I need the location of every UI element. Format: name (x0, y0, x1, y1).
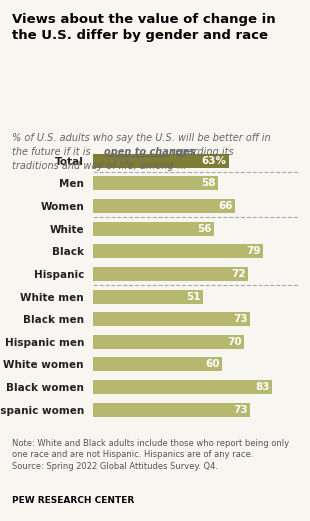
Bar (93, 267, 248, 281)
Text: Note: White and Black adults include those who report being only
one race and ar: Note: White and Black adults include tho… (12, 439, 290, 470)
Bar (93, 290, 203, 304)
Bar (93, 403, 250, 417)
Bar (93, 335, 244, 349)
Text: 73: 73 (233, 405, 248, 415)
Text: 73: 73 (233, 314, 248, 324)
Text: 83: 83 (255, 382, 270, 392)
Bar (93, 221, 214, 235)
Text: 60: 60 (206, 359, 220, 369)
Text: the future if it is: the future if it is (12, 147, 94, 157)
Bar (93, 380, 272, 394)
Bar (93, 154, 229, 168)
Text: 72: 72 (231, 269, 246, 279)
Text: 56: 56 (197, 224, 211, 234)
Text: % of U.S. adults who say the U.S. will be better off in: % of U.S. adults who say the U.S. will b… (12, 133, 271, 143)
Bar (93, 357, 222, 371)
Text: PEW RESEARCH CENTER: PEW RESEARCH CENTER (12, 496, 135, 505)
Text: traditions and way of life, among ...: traditions and way of life, among ... (12, 161, 187, 171)
Text: 63%: 63% (202, 156, 227, 166)
Bar (93, 177, 218, 191)
Text: 70: 70 (227, 337, 241, 347)
Text: 66: 66 (219, 201, 233, 211)
Text: 58: 58 (201, 179, 216, 189)
Bar (93, 312, 250, 326)
Bar (93, 244, 263, 258)
Text: open to changes: open to changes (104, 147, 195, 157)
Text: regarding its: regarding its (168, 147, 233, 157)
Bar (93, 199, 235, 213)
Text: 79: 79 (246, 246, 261, 256)
Text: Views about the value of change in
the U.S. differ by gender and race: Views about the value of change in the U… (12, 13, 276, 42)
Text: 51: 51 (186, 292, 201, 302)
